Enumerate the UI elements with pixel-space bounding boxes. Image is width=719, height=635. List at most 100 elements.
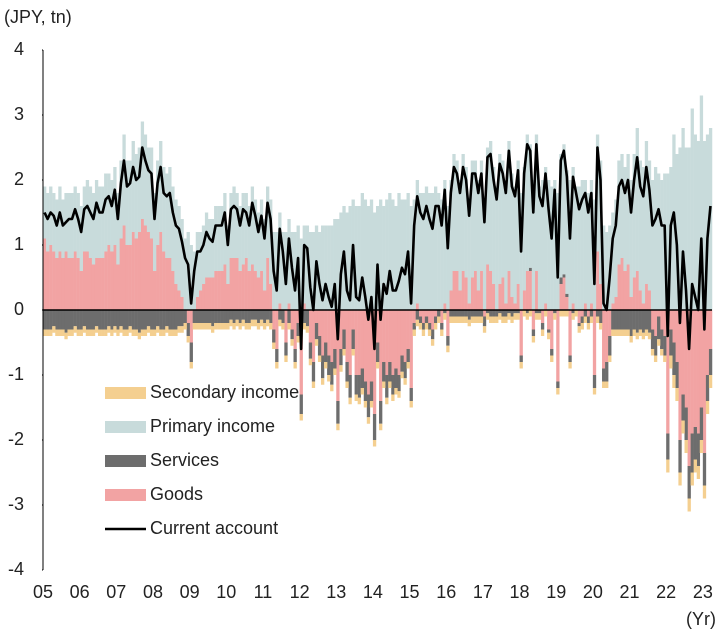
bar-segment xyxy=(699,95,704,310)
bar-segment xyxy=(666,310,670,434)
bar-segment xyxy=(198,310,203,323)
bar-segment xyxy=(632,329,636,336)
bar-segment xyxy=(653,310,658,336)
bar-segment xyxy=(94,310,99,327)
bar-segment xyxy=(189,310,193,343)
bar-segment xyxy=(281,232,285,310)
bar-segment xyxy=(327,375,331,382)
bar-segment xyxy=(134,310,138,330)
bar-segment xyxy=(476,310,481,317)
bar-segment xyxy=(174,199,178,284)
bar-segment xyxy=(397,310,401,375)
bar-segment xyxy=(543,310,548,317)
bar-segment xyxy=(165,258,169,310)
bar-segment xyxy=(128,310,132,327)
bar-segment xyxy=(79,271,83,310)
bar-segment xyxy=(235,319,239,327)
bar-segment xyxy=(504,310,508,317)
overlay xyxy=(43,142,712,351)
bar-segment xyxy=(522,167,526,291)
bar-segment xyxy=(110,251,114,310)
bar-segment xyxy=(537,310,542,314)
bar-segment xyxy=(586,316,591,323)
bar-segment xyxy=(122,329,126,336)
bar-segment xyxy=(226,323,230,330)
bar-segment xyxy=(516,313,520,320)
bar-segment xyxy=(504,303,508,310)
bar-segment xyxy=(201,225,206,284)
bar-segment xyxy=(464,167,468,278)
bar-segment xyxy=(137,232,142,310)
bar-segment xyxy=(159,232,163,310)
bar-segment xyxy=(104,251,108,310)
bar-segment xyxy=(342,310,346,330)
bar-segment xyxy=(690,108,694,310)
bar-segment xyxy=(88,186,93,258)
bar-segment xyxy=(644,141,649,284)
bar-segment xyxy=(510,310,514,317)
bar-segment xyxy=(284,342,288,356)
bar-segment xyxy=(705,310,710,375)
bar-segment xyxy=(211,277,215,310)
line xyxy=(43,142,712,351)
bar-segment xyxy=(489,271,493,310)
bar-segment xyxy=(534,313,539,320)
bar-segment xyxy=(299,414,303,421)
bar-segment xyxy=(311,232,316,310)
bar-segment xyxy=(143,329,148,336)
bar-segment xyxy=(293,349,297,362)
bar-segment xyxy=(403,378,407,385)
bar-segment xyxy=(446,310,450,336)
bar-segment xyxy=(571,313,575,320)
bar-segment xyxy=(348,375,352,398)
bar-segment xyxy=(473,310,478,317)
bar-segment xyxy=(134,329,138,336)
bar-segment xyxy=(571,167,575,304)
bar-segment xyxy=(498,313,502,320)
bar-segment xyxy=(409,206,413,310)
bar-segment xyxy=(330,310,334,362)
bar-segment xyxy=(116,193,120,265)
bar-segment xyxy=(434,323,438,330)
bar-segment xyxy=(440,323,444,330)
bar-segment xyxy=(363,401,368,408)
bar-segment xyxy=(424,316,429,323)
bar-segment xyxy=(226,225,230,284)
x-tick-label: 19 xyxy=(546,582,566,602)
bar-segment xyxy=(88,258,93,310)
y-axis-label: (JPY, tn) xyxy=(4,7,72,27)
bar-segment xyxy=(424,323,429,330)
bar-segment xyxy=(675,154,679,310)
bar-segment xyxy=(513,310,517,314)
bar-segment xyxy=(519,355,523,362)
bar-segment xyxy=(229,193,233,258)
bar-segment xyxy=(537,186,542,310)
bar-segment xyxy=(333,310,337,349)
bar-segment xyxy=(311,310,316,362)
bar-segment xyxy=(366,206,371,310)
bar-segment xyxy=(220,310,224,323)
bar-segment xyxy=(122,310,126,330)
bar-segment xyxy=(379,199,383,310)
bar-segment xyxy=(602,381,606,388)
bar-segment xyxy=(391,375,395,395)
bar-segment xyxy=(510,173,514,297)
bar-segment xyxy=(479,271,484,310)
bar-segment xyxy=(49,329,53,336)
bar-segment xyxy=(207,219,212,278)
bar-segment xyxy=(293,362,297,369)
bar-segment xyxy=(269,323,273,330)
bar-segment xyxy=(76,310,80,330)
bar-segment xyxy=(278,303,282,310)
bar-segment xyxy=(595,310,600,317)
bar-segment xyxy=(696,141,701,310)
bar-segment xyxy=(440,310,444,323)
bar-segment xyxy=(168,329,172,336)
bar-segment xyxy=(489,141,493,271)
bar-segment xyxy=(189,362,193,369)
bar-segment xyxy=(146,147,151,232)
bar-segment xyxy=(571,303,575,310)
bar-segment xyxy=(388,362,392,382)
bar-segment xyxy=(284,310,288,343)
bar-segment xyxy=(354,375,358,395)
